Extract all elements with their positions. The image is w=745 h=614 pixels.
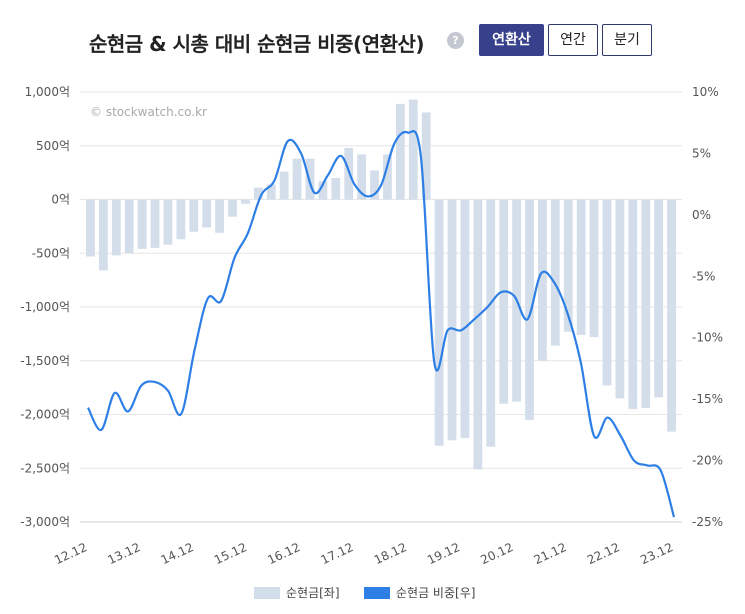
bar: [241, 199, 250, 204]
bar: [370, 170, 379, 200]
right-tick-label: -10%: [692, 331, 723, 345]
left-tick-label: -1,000억: [20, 300, 70, 314]
right-tick-label: -20%: [692, 454, 723, 468]
bar: [150, 199, 160, 248]
x-tick-label: 12.12: [52, 540, 89, 567]
chart-header: 순현금 & 시총 대비 순현금 비중(연환산) ? 연환산 연간 분기: [0, 22, 745, 62]
bar: [447, 199, 457, 441]
x-tick-label: 19.12: [425, 540, 462, 567]
bar: [628, 199, 638, 410]
bar: [525, 199, 534, 420]
left-tick-label: 0억: [51, 193, 70, 207]
bar: [124, 199, 134, 254]
x-tick-label: 16.12: [265, 540, 302, 567]
bar: [667, 199, 676, 432]
bar: [408, 99, 418, 200]
legend-swatch-line: [364, 586, 390, 599]
bar: [654, 199, 664, 398]
bar: [279, 171, 289, 200]
right-tick-label: 5%: [692, 146, 711, 160]
left-tick-label: -2,000억: [20, 408, 70, 422]
quarter-button[interactable]: 분기: [602, 24, 652, 56]
legend-item-line[interactable]: 순현금 비중[우]: [364, 584, 475, 601]
left-tick-label: 1,000억: [25, 85, 70, 99]
bar: [357, 154, 367, 200]
bar: [228, 199, 237, 217]
x-tick-label: 15.12: [212, 540, 249, 567]
bar: [576, 199, 586, 335]
annualized-button[interactable]: 연환산: [479, 24, 544, 56]
left-tick-label: 500억: [36, 139, 70, 153]
bar: [331, 178, 341, 200]
bar: [499, 199, 509, 404]
legend-label-line: 순현금 비중[우]: [396, 586, 476, 600]
x-tick-label: 18.12: [372, 540, 409, 567]
right-tick-label: -15%: [692, 392, 723, 406]
chart-legend: 순현금[좌] 순현금 비중[우]: [0, 584, 745, 604]
x-tick-label: 20.12: [478, 540, 515, 567]
bar: [137, 199, 147, 249]
legend-item-bar[interactable]: 순현금[좌]: [254, 584, 340, 601]
x-tick-label: 14.12: [159, 540, 196, 567]
left-tick-label: -500억: [32, 246, 70, 260]
x-tick-label: 21.12: [532, 540, 569, 567]
bar: [176, 199, 186, 240]
annual-button[interactable]: 연간: [548, 24, 598, 56]
bar: [589, 199, 599, 338]
bar: [266, 184, 276, 200]
right-tick-label: 10%: [692, 85, 719, 99]
bar: [615, 199, 625, 399]
x-tick-label: 23.12: [638, 540, 675, 567]
left-tick-label: -3,000억: [20, 515, 70, 529]
right-tick-label: 0%: [692, 208, 711, 222]
bar: [641, 199, 651, 409]
bar: [383, 154, 392, 200]
x-tick-label: 22.12: [585, 540, 622, 567]
legend-swatch-bar: [254, 586, 280, 599]
legend-label-bar: 순현금[좌]: [286, 586, 340, 600]
bar: [550, 199, 560, 346]
left-tick-label: -1,500억: [20, 354, 70, 368]
combo-chart: 1,000억 500억 0억 -500억 -1,000억 -1,500억 -2,000억 -2…: [20, 85, 723, 567]
left-tick-label: -2,500억: [20, 461, 70, 475]
help-icon[interactable]: ?: [447, 32, 464, 49]
bar: [421, 112, 431, 200]
bar: [460, 199, 470, 439]
ratio-line: [87, 130, 676, 518]
bar: [98, 199, 108, 271]
x-tick-label: 17.12: [319, 540, 356, 567]
bar: [111, 199, 121, 256]
bar: [163, 199, 173, 245]
chart-title: 순현금 & 시총 대비 순현금 비중(연환산): [89, 32, 425, 56]
bar: [602, 199, 612, 386]
bar: [202, 199, 212, 228]
watermark: © stockwatch.co.kr: [90, 105, 207, 119]
right-tick-label: -5%: [692, 269, 715, 283]
bar: [253, 187, 263, 200]
bar: [434, 199, 444, 446]
bar: [563, 199, 573, 332]
bar: [86, 199, 95, 257]
bar: [215, 199, 224, 233]
bar: [318, 181, 328, 200]
bar: [292, 158, 302, 200]
bar: [538, 199, 547, 361]
x-tick-label: 13.12: [105, 540, 142, 567]
right-tick-label: -25%: [692, 515, 723, 529]
bar: [189, 199, 199, 232]
bar: [473, 199, 483, 470]
bar: [395, 103, 405, 200]
bar: [486, 199, 496, 447]
